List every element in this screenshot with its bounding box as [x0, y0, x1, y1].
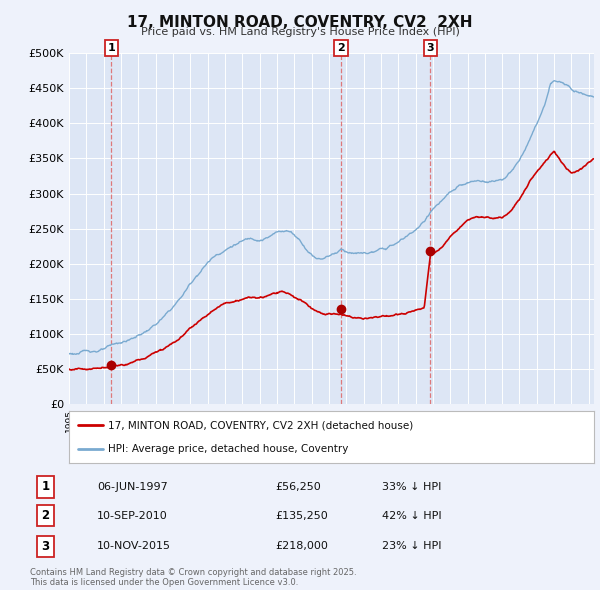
- Text: Contains HM Land Registry data © Crown copyright and database right 2025.
This d: Contains HM Land Registry data © Crown c…: [30, 568, 356, 587]
- Text: 3: 3: [41, 540, 50, 553]
- Text: 2: 2: [337, 43, 345, 53]
- Text: 1: 1: [41, 480, 50, 493]
- Text: 17, MINTON ROAD, COVENTRY, CV2 2XH (detached house): 17, MINTON ROAD, COVENTRY, CV2 2XH (deta…: [109, 420, 413, 430]
- Text: 10-SEP-2010: 10-SEP-2010: [97, 511, 168, 520]
- Text: 23% ↓ HPI: 23% ↓ HPI: [382, 541, 441, 551]
- Text: £135,250: £135,250: [275, 511, 328, 520]
- Text: Price paid vs. HM Land Registry's House Price Index (HPI): Price paid vs. HM Land Registry's House …: [140, 27, 460, 37]
- Text: £218,000: £218,000: [275, 541, 328, 551]
- Text: 3: 3: [427, 43, 434, 53]
- Text: £56,250: £56,250: [275, 482, 321, 492]
- Text: 2: 2: [41, 509, 50, 522]
- Text: 10-NOV-2015: 10-NOV-2015: [97, 541, 171, 551]
- Text: 42% ↓ HPI: 42% ↓ HPI: [382, 511, 441, 520]
- Text: HPI: Average price, detached house, Coventry: HPI: Average price, detached house, Cove…: [109, 444, 349, 454]
- Text: 33% ↓ HPI: 33% ↓ HPI: [382, 482, 441, 492]
- Text: 1: 1: [107, 43, 115, 53]
- Text: 06-JUN-1997: 06-JUN-1997: [97, 482, 168, 492]
- Text: 17, MINTON ROAD, COVENTRY, CV2  2XH: 17, MINTON ROAD, COVENTRY, CV2 2XH: [127, 15, 473, 30]
